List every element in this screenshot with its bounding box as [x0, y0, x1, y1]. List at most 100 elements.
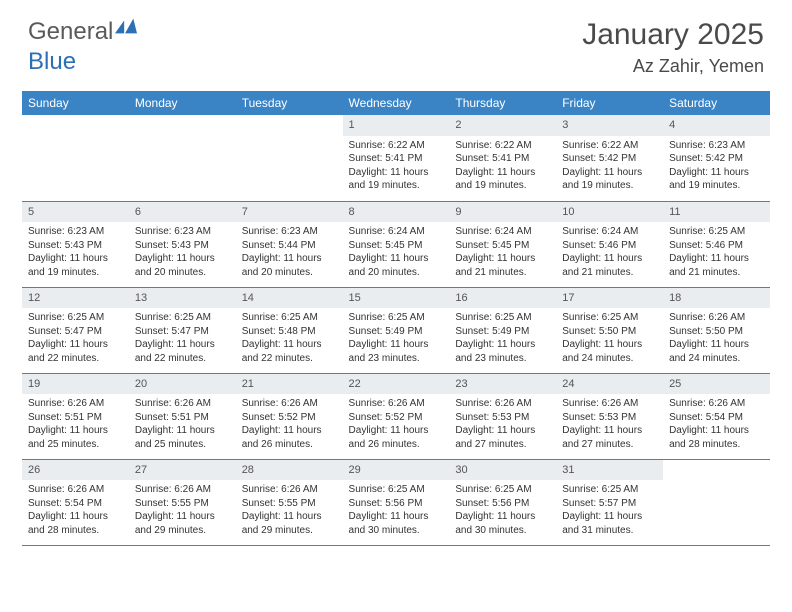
day-number: 2 [449, 115, 556, 136]
calendar-cell: 15Sunrise: 6:25 AMSunset: 5:49 PMDayligh… [343, 287, 450, 373]
day-number: 13 [129, 288, 236, 309]
calendar-row: 26Sunrise: 6:26 AMSunset: 5:54 PMDayligh… [22, 459, 770, 545]
brand-part2-wrap: Blue [28, 48, 76, 76]
calendar-cell: 25Sunrise: 6:26 AMSunset: 5:54 PMDayligh… [663, 373, 770, 459]
day-header: Wednesday [343, 91, 450, 115]
calendar-cell: 23Sunrise: 6:26 AMSunset: 5:53 PMDayligh… [449, 373, 556, 459]
calendar-table: SundayMondayTuesdayWednesdayThursdayFrid… [22, 91, 770, 546]
day-number: 28 [236, 460, 343, 481]
title-block: January 2025 Az Zahir, Yemen [582, 18, 764, 77]
calendar-cell: 19Sunrise: 6:26 AMSunset: 5:51 PMDayligh… [22, 373, 129, 459]
brand-logo: General [28, 18, 137, 46]
cell-body: Sunrise: 6:26 AMSunset: 5:51 PMDaylight:… [22, 394, 129, 455]
day-number: 19 [22, 374, 129, 395]
location-text: Az Zahir, Yemen [582, 56, 764, 77]
calendar-cell [22, 115, 129, 201]
cell-body: Sunrise: 6:23 AMSunset: 5:43 PMDaylight:… [22, 222, 129, 283]
cell-body: Sunrise: 6:23 AMSunset: 5:43 PMDaylight:… [129, 222, 236, 283]
day-number: 3 [556, 115, 663, 136]
calendar-cell: 3Sunrise: 6:22 AMSunset: 5:42 PMDaylight… [556, 115, 663, 201]
day-number: 10 [556, 202, 663, 223]
day-number: 7 [236, 202, 343, 223]
day-number: 26 [22, 460, 129, 481]
cell-body: Sunrise: 6:26 AMSunset: 5:52 PMDaylight:… [236, 394, 343, 455]
calendar-cell: 13Sunrise: 6:25 AMSunset: 5:47 PMDayligh… [129, 287, 236, 373]
brand-part1: General [28, 18, 113, 46]
day-number: 5 [22, 202, 129, 223]
calendar-cell: 4Sunrise: 6:23 AMSunset: 5:42 PMDaylight… [663, 115, 770, 201]
cell-body: Sunrise: 6:23 AMSunset: 5:44 PMDaylight:… [236, 222, 343, 283]
day-number: 9 [449, 202, 556, 223]
cell-body: Sunrise: 6:24 AMSunset: 5:45 PMDaylight:… [449, 222, 556, 283]
day-number: 17 [556, 288, 663, 309]
calendar-cell: 29Sunrise: 6:25 AMSunset: 5:56 PMDayligh… [343, 459, 450, 545]
calendar-cell: 12Sunrise: 6:25 AMSunset: 5:47 PMDayligh… [22, 287, 129, 373]
day-number: 16 [449, 288, 556, 309]
day-number: 27 [129, 460, 236, 481]
day-header: Saturday [663, 91, 770, 115]
cell-body: Sunrise: 6:25 AMSunset: 5:48 PMDaylight:… [236, 308, 343, 369]
calendar-cell: 24Sunrise: 6:26 AMSunset: 5:53 PMDayligh… [556, 373, 663, 459]
calendar-cell: 18Sunrise: 6:26 AMSunset: 5:50 PMDayligh… [663, 287, 770, 373]
day-number: 18 [663, 288, 770, 309]
cell-body: Sunrise: 6:25 AMSunset: 5:49 PMDaylight:… [449, 308, 556, 369]
day-number: 23 [449, 374, 556, 395]
calendar-cell: 26Sunrise: 6:26 AMSunset: 5:54 PMDayligh… [22, 459, 129, 545]
day-header-row: SundayMondayTuesdayWednesdayThursdayFrid… [22, 91, 770, 115]
day-number: 8 [343, 202, 450, 223]
calendar-cell: 6Sunrise: 6:23 AMSunset: 5:43 PMDaylight… [129, 201, 236, 287]
cell-body: Sunrise: 6:22 AMSunset: 5:41 PMDaylight:… [449, 136, 556, 197]
calendar-cell: 11Sunrise: 6:25 AMSunset: 5:46 PMDayligh… [663, 201, 770, 287]
calendar-cell: 7Sunrise: 6:23 AMSunset: 5:44 PMDaylight… [236, 201, 343, 287]
cell-body: Sunrise: 6:22 AMSunset: 5:41 PMDaylight:… [343, 136, 450, 197]
calendar-cell [129, 115, 236, 201]
calendar-body: 1Sunrise: 6:22 AMSunset: 5:41 PMDaylight… [22, 115, 770, 545]
cell-body: Sunrise: 6:25 AMSunset: 5:49 PMDaylight:… [343, 308, 450, 369]
day-number: 25 [663, 374, 770, 395]
cell-body: Sunrise: 6:26 AMSunset: 5:52 PMDaylight:… [343, 394, 450, 455]
month-title: January 2025 [582, 18, 764, 52]
day-number: 24 [556, 374, 663, 395]
day-number: 1 [343, 115, 450, 136]
day-number: 22 [343, 374, 450, 395]
day-number: 4 [663, 115, 770, 136]
day-number: 29 [343, 460, 450, 481]
day-number: 6 [129, 202, 236, 223]
calendar-cell: 27Sunrise: 6:26 AMSunset: 5:55 PMDayligh… [129, 459, 236, 545]
cell-body: Sunrise: 6:25 AMSunset: 5:57 PMDaylight:… [556, 480, 663, 541]
cell-body: Sunrise: 6:26 AMSunset: 5:54 PMDaylight:… [663, 394, 770, 455]
cell-body: Sunrise: 6:24 AMSunset: 5:46 PMDaylight:… [556, 222, 663, 283]
calendar-cell: 5Sunrise: 6:23 AMSunset: 5:43 PMDaylight… [22, 201, 129, 287]
calendar-cell: 21Sunrise: 6:26 AMSunset: 5:52 PMDayligh… [236, 373, 343, 459]
day-number: 12 [22, 288, 129, 309]
calendar-cell: 1Sunrise: 6:22 AMSunset: 5:41 PMDaylight… [343, 115, 450, 201]
calendar-cell: 20Sunrise: 6:26 AMSunset: 5:51 PMDayligh… [129, 373, 236, 459]
calendar-cell [236, 115, 343, 201]
calendar-row: 1Sunrise: 6:22 AMSunset: 5:41 PMDaylight… [22, 115, 770, 201]
day-header: Friday [556, 91, 663, 115]
brand-part2: Blue [28, 48, 76, 75]
day-header: Monday [129, 91, 236, 115]
calendar-cell: 31Sunrise: 6:25 AMSunset: 5:57 PMDayligh… [556, 459, 663, 545]
day-number: 14 [236, 288, 343, 309]
cell-body: Sunrise: 6:25 AMSunset: 5:56 PMDaylight:… [343, 480, 450, 541]
header: General January 2025 Az Zahir, Yemen [0, 0, 792, 83]
day-header: Thursday [449, 91, 556, 115]
calendar-row: 5Sunrise: 6:23 AMSunset: 5:43 PMDaylight… [22, 201, 770, 287]
cell-body: Sunrise: 6:25 AMSunset: 5:56 PMDaylight:… [449, 480, 556, 541]
cell-body: Sunrise: 6:23 AMSunset: 5:42 PMDaylight:… [663, 136, 770, 197]
calendar-cell: 17Sunrise: 6:25 AMSunset: 5:50 PMDayligh… [556, 287, 663, 373]
calendar-row: 12Sunrise: 6:25 AMSunset: 5:47 PMDayligh… [22, 287, 770, 373]
cell-body: Sunrise: 6:25 AMSunset: 5:50 PMDaylight:… [556, 308, 663, 369]
calendar-cell: 14Sunrise: 6:25 AMSunset: 5:48 PMDayligh… [236, 287, 343, 373]
calendar-cell: 30Sunrise: 6:25 AMSunset: 5:56 PMDayligh… [449, 459, 556, 545]
cell-body: Sunrise: 6:26 AMSunset: 5:55 PMDaylight:… [236, 480, 343, 541]
cell-body: Sunrise: 6:26 AMSunset: 5:55 PMDaylight:… [129, 480, 236, 541]
calendar-cell [663, 459, 770, 545]
day-number: 21 [236, 374, 343, 395]
cell-body: Sunrise: 6:24 AMSunset: 5:45 PMDaylight:… [343, 222, 450, 283]
calendar-row: 19Sunrise: 6:26 AMSunset: 5:51 PMDayligh… [22, 373, 770, 459]
day-number: 20 [129, 374, 236, 395]
calendar-cell: 28Sunrise: 6:26 AMSunset: 5:55 PMDayligh… [236, 459, 343, 545]
cell-body: Sunrise: 6:26 AMSunset: 5:51 PMDaylight:… [129, 394, 236, 455]
